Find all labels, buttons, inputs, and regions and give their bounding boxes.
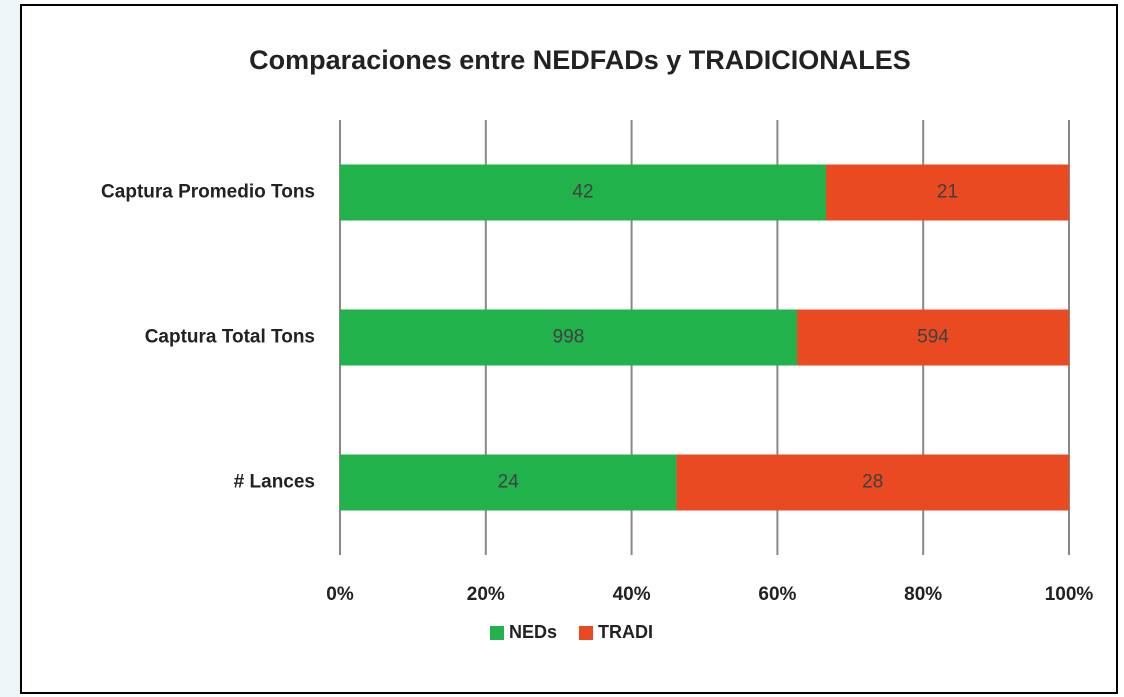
bar-segment [340, 454, 677, 511]
x-tick-label: 40% [613, 584, 651, 605]
bar-segment [676, 454, 1069, 511]
chart-title: Comparaciones entre NEDFADs y TRADICIONA… [249, 45, 911, 75]
x-tick-label: 20% [467, 584, 505, 605]
data-label: 998 [553, 327, 585, 348]
data-label: 21 [937, 182, 958, 203]
data-label: 24 [498, 472, 520, 493]
data-label: 42 [572, 182, 593, 203]
y-tick-label: Captura Promedio Tons [101, 182, 315, 203]
legend-swatch [579, 626, 594, 640]
bar-segment [340, 164, 826, 221]
legend-swatch [490, 626, 504, 640]
data-label: 594 [917, 327, 949, 348]
y-tick-label: Captura Total Tons [145, 327, 315, 348]
bar-segment [340, 309, 797, 366]
legend-label: NEDs [509, 622, 557, 642]
x-tick-label: 0% [326, 584, 354, 605]
x-tick-label: 80% [904, 584, 942, 605]
side-strip [0, 0, 20, 697]
bar-segment [796, 309, 1069, 366]
x-tick-label: 100% [1045, 584, 1094, 605]
data-label: 28 [862, 472, 883, 493]
y-tick-label: # Lances [234, 472, 315, 493]
bar-segment [826, 164, 1069, 221]
legend-label: TRADI [598, 622, 653, 642]
x-tick-label: 60% [758, 584, 796, 605]
